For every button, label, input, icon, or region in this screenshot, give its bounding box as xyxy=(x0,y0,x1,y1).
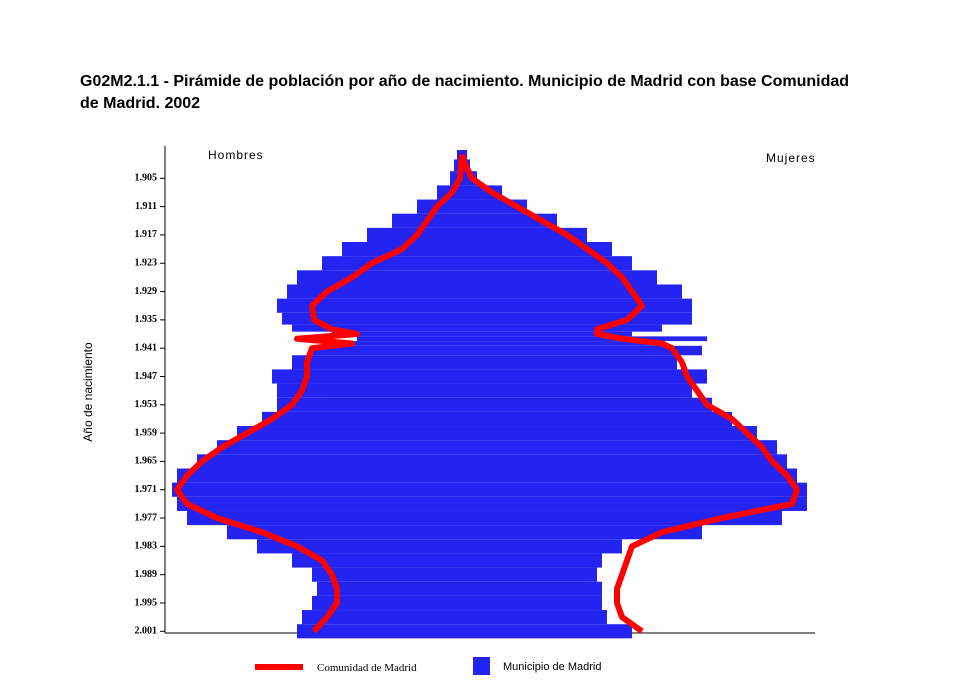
bar xyxy=(172,482,462,497)
y-tick-label: 1.965 xyxy=(135,456,158,467)
bar xyxy=(312,567,462,582)
bar xyxy=(462,242,612,257)
y-tick-label: 1.917 xyxy=(135,229,158,240)
bar xyxy=(277,383,462,398)
y-axis-label: Año de nacimiento xyxy=(81,342,95,442)
bar xyxy=(177,468,462,483)
legend-label: Comunidad de Madrid xyxy=(317,662,417,674)
bar xyxy=(462,355,677,370)
bar xyxy=(462,595,602,611)
bar xyxy=(227,525,462,540)
bar xyxy=(462,284,682,299)
bar xyxy=(272,369,462,384)
bar xyxy=(462,298,692,313)
bar xyxy=(317,581,462,596)
bar xyxy=(462,426,757,441)
bar xyxy=(177,496,462,511)
bar xyxy=(462,468,797,483)
bar xyxy=(462,345,702,356)
bar xyxy=(462,383,692,398)
bar xyxy=(462,567,597,582)
right-label: Mujeres xyxy=(766,151,816,165)
y-tick-label: 1.935 xyxy=(135,314,158,325)
y-tick-label: 1.947 xyxy=(135,371,158,382)
y-tick-label: 1.983 xyxy=(135,541,158,552)
bar xyxy=(462,454,787,469)
bar xyxy=(332,341,462,346)
bar xyxy=(287,284,462,299)
bar xyxy=(187,510,462,526)
legend-swatch xyxy=(473,657,490,675)
y-tick-label: 1.959 xyxy=(135,427,158,438)
bar xyxy=(462,336,707,342)
y-tick-label: 1.911 xyxy=(135,201,157,212)
y-tick-label: 1.923 xyxy=(135,258,158,269)
bar xyxy=(462,553,602,568)
bar xyxy=(462,369,707,384)
y-tick-label: 1.989 xyxy=(135,569,158,580)
bar xyxy=(462,624,632,639)
y-tick-label: 1.905 xyxy=(135,173,158,184)
chart-title-line2: de Madrid. 2002 xyxy=(80,95,200,112)
bar xyxy=(357,336,462,342)
y-tick-label: 1.971 xyxy=(135,484,158,495)
bar xyxy=(282,312,462,325)
bar xyxy=(462,411,732,427)
bar xyxy=(297,624,462,639)
bar xyxy=(237,426,462,441)
line xyxy=(459,153,800,634)
y-tick-label: 1.953 xyxy=(135,399,158,410)
plot xyxy=(172,150,807,639)
y-tick-label: 1.995 xyxy=(135,597,158,608)
y-tick-label: 1.977 xyxy=(135,512,158,523)
bar xyxy=(277,298,462,313)
bar xyxy=(332,331,462,337)
bar xyxy=(462,482,807,497)
bar xyxy=(462,581,602,596)
bar xyxy=(462,525,702,540)
bar xyxy=(462,610,607,625)
bar xyxy=(462,270,657,285)
y-tick-label: 1.929 xyxy=(135,286,158,297)
chart-title: G02M2.1.1 - Pirámide de población por añ… xyxy=(80,73,849,90)
bar xyxy=(462,256,632,271)
y-tick-label: 1.941 xyxy=(135,342,158,353)
bar xyxy=(297,270,462,285)
bar xyxy=(217,440,462,455)
bar xyxy=(262,411,462,427)
bar xyxy=(197,454,462,469)
y-tick-label: 2.001 xyxy=(135,626,158,637)
bar xyxy=(462,440,777,455)
bar xyxy=(312,595,462,611)
line xyxy=(174,154,465,634)
left-label: Hombres xyxy=(208,148,264,162)
bar xyxy=(277,397,462,412)
bar xyxy=(462,496,807,511)
bar xyxy=(462,331,632,337)
bar xyxy=(462,312,692,325)
legend-label: Municipio de Madrid xyxy=(503,661,601,673)
bar xyxy=(292,553,462,568)
bar xyxy=(462,341,662,346)
bar xyxy=(462,539,622,554)
bar xyxy=(322,256,462,271)
bar xyxy=(292,324,462,332)
bar xyxy=(302,610,462,625)
bar xyxy=(462,324,662,332)
bar xyxy=(312,345,462,356)
bar xyxy=(462,397,712,412)
bar xyxy=(292,355,462,370)
